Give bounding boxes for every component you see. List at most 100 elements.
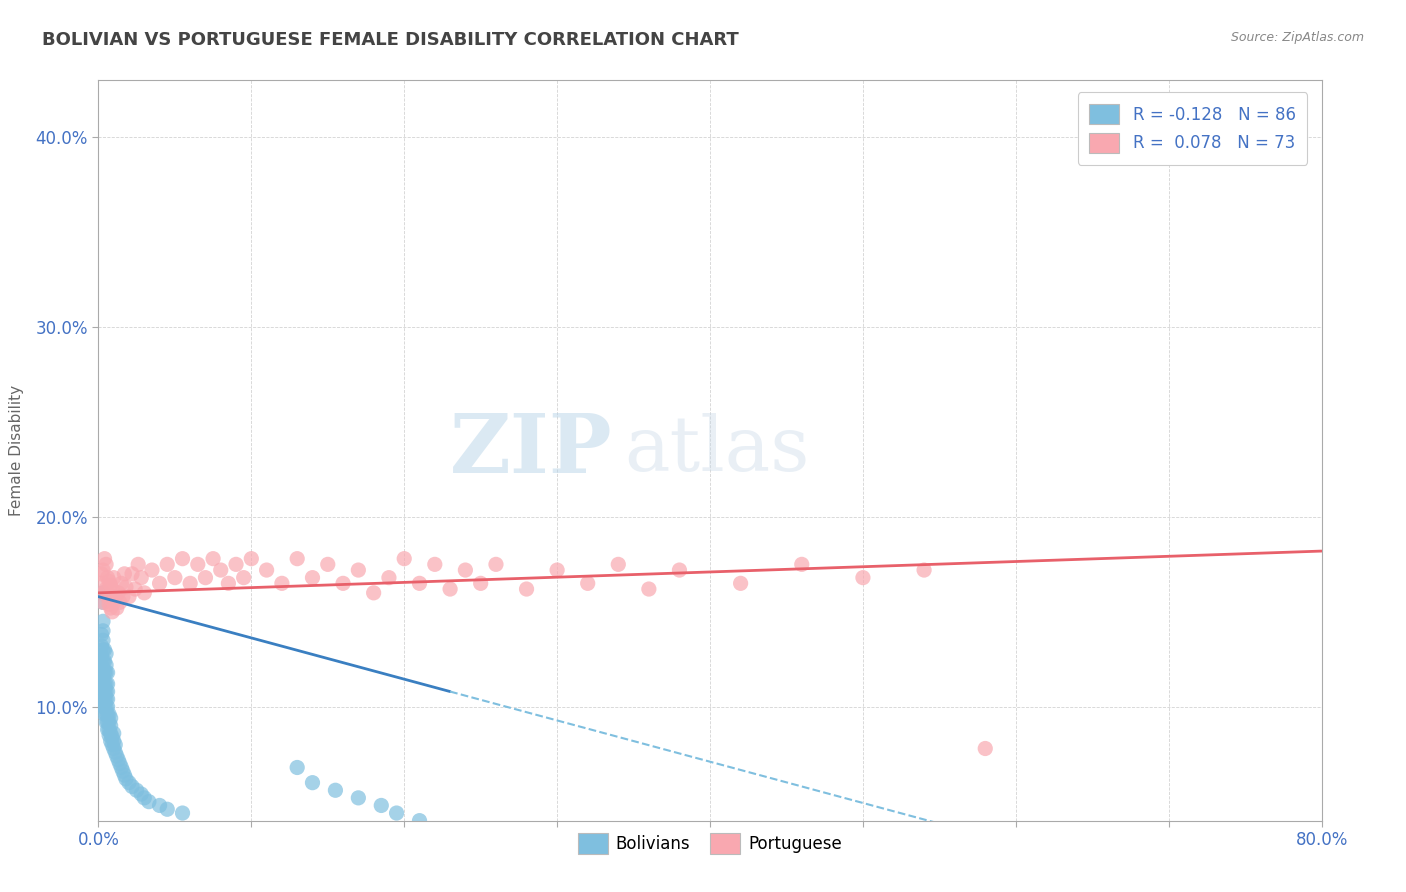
Point (301, 571, 323, 585)
Point (97, 723, 120, 737)
Point (94, 677, 117, 691)
Point (668, 563, 690, 577)
Point (637, 582, 661, 596)
Point (93, 642, 115, 657)
Point (89, 662, 111, 676)
Point (93, 551, 115, 566)
Point (332, 576, 354, 591)
Point (730, 576, 752, 591)
Point (97, 665, 120, 680)
Point (107, 586, 129, 600)
Point (89, 576, 111, 591)
Point (93, 684, 115, 698)
Point (103, 595, 125, 609)
Point (89, 671, 111, 685)
Point (91, 615, 114, 629)
Point (141, 563, 163, 577)
Point (516, 582, 538, 596)
Point (240, 551, 263, 566)
Point (100, 578, 122, 592)
Point (790, 558, 813, 572)
Point (149, 576, 172, 591)
Point (98, 574, 121, 589)
Point (91, 684, 114, 698)
Point (104, 590, 127, 604)
Point (90, 657, 112, 672)
Point (97, 692, 120, 706)
Point (852, 571, 875, 585)
Point (127, 558, 149, 572)
Point (91, 677, 114, 691)
Point (546, 563, 568, 577)
Point (91, 654, 114, 668)
Point (179, 576, 201, 591)
Point (105, 601, 128, 615)
Point (392, 551, 416, 566)
Point (94, 582, 117, 596)
Y-axis label: Female Disability: Female Disability (10, 384, 24, 516)
Point (347, 563, 370, 577)
Point (134, 790, 156, 805)
Point (129, 787, 152, 801)
Point (93, 692, 115, 706)
Point (163, 571, 186, 585)
Point (97, 684, 120, 698)
Point (101, 582, 124, 596)
Point (103, 726, 125, 740)
Point (974, 741, 997, 756)
Point (94, 684, 117, 698)
Point (217, 576, 239, 591)
Point (94, 657, 117, 672)
Point (149, 798, 172, 813)
Point (91, 642, 114, 657)
Point (202, 551, 225, 566)
Point (112, 768, 135, 782)
Point (115, 580, 138, 594)
Point (370, 798, 392, 813)
Point (209, 563, 232, 577)
Point (98, 707, 121, 722)
Point (256, 563, 278, 577)
Point (111, 764, 134, 779)
Point (97, 714, 120, 729)
Point (156, 802, 179, 816)
Point (98, 723, 121, 737)
Point (98, 714, 121, 729)
Point (94, 707, 117, 722)
Point (316, 558, 339, 572)
Point (121, 566, 143, 581)
Point (97, 699, 120, 714)
Point (325, 783, 347, 797)
Point (576, 576, 599, 591)
Point (232, 571, 254, 585)
Point (423, 558, 446, 572)
Point (98, 597, 121, 611)
Point (93, 665, 115, 680)
Point (94, 665, 117, 680)
Point (97, 707, 120, 722)
Point (194, 571, 217, 585)
Point (91, 595, 114, 609)
Point (100, 711, 122, 725)
Text: atlas: atlas (624, 414, 810, 487)
Point (100, 719, 122, 733)
Point (93, 586, 115, 600)
Point (285, 551, 308, 566)
Point (172, 551, 194, 566)
Point (129, 571, 152, 585)
Point (91, 633, 114, 648)
Point (118, 590, 141, 604)
Point (93, 654, 115, 668)
Text: Source: ZipAtlas.com: Source: ZipAtlas.com (1230, 31, 1364, 45)
Point (103, 571, 125, 585)
Point (103, 741, 125, 756)
Point (378, 571, 401, 585)
Point (172, 805, 194, 820)
Point (607, 558, 630, 572)
Point (90, 665, 112, 680)
Point (98, 728, 121, 742)
Point (134, 586, 156, 600)
Point (90, 648, 112, 663)
Point (90, 639, 112, 653)
Point (454, 563, 477, 577)
